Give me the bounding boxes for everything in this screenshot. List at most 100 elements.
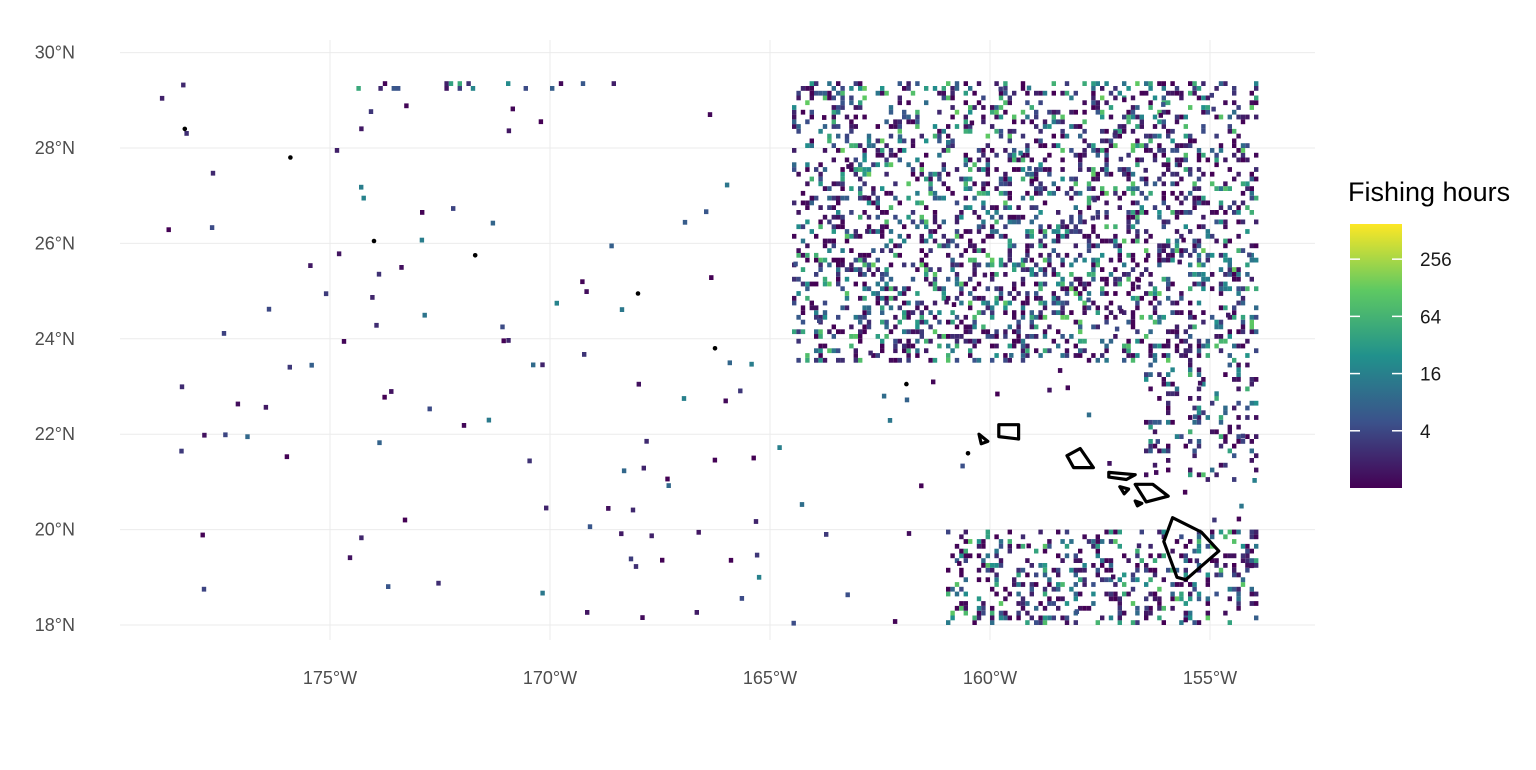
raster-cell: [1034, 205, 1039, 210]
raster-cell: [1100, 95, 1105, 101]
raster-cell: [1240, 314, 1246, 320]
raster-cell: [1201, 214, 1206, 220]
raster-cell: [1174, 86, 1180, 91]
raster-cell: [1135, 105, 1140, 110]
raster-cell: [998, 114, 1004, 120]
raster-cell: [1196, 563, 1202, 568]
raster-cell: [1218, 267, 1224, 272]
raster-cell: [1029, 178, 1034, 184]
raster-cell: [910, 219, 916, 225]
raster-cell: [1034, 124, 1039, 129]
raster-cell: [897, 200, 902, 206]
raster-cell: [1016, 324, 1021, 330]
raster-cell: [941, 334, 946, 339]
raster-cell: [849, 248, 854, 253]
raster-cell: [1086, 167, 1092, 172]
raster-cell: [853, 257, 858, 263]
raster-cell: [1240, 157, 1246, 163]
raster-cell: [1007, 357, 1012, 363]
raster-cell: [633, 564, 639, 569]
raster-cell: [897, 95, 902, 101]
raster-cell: [1082, 348, 1087, 354]
raster-cell: [1025, 572, 1030, 578]
raster-cell: [818, 334, 823, 339]
raster-cell: [1095, 148, 1100, 153]
lat-tick-label: 30°N: [35, 43, 75, 63]
raster-cell: [853, 281, 858, 287]
raster-cell: [1161, 381, 1166, 387]
raster-cell: [1166, 219, 1171, 225]
raster-cell: [954, 229, 960, 234]
raster-cell: [862, 324, 867, 330]
raster-cell: [1007, 214, 1012, 220]
raster-cell: [1012, 338, 1017, 344]
raster-cell: [840, 176, 845, 182]
raster-cell: [1210, 181, 1215, 187]
raster-cell: [1223, 224, 1228, 230]
raster-cell: [954, 200, 960, 206]
raster-cell: [919, 162, 924, 168]
raster-cell: [1020, 343, 1026, 349]
raster-cell: [1214, 133, 1219, 139]
raster-cell: [1254, 534, 1259, 540]
raster-cell: [1007, 152, 1012, 158]
raster-cell: [844, 229, 850, 234]
raster-cell: [1078, 353, 1083, 358]
raster-cell: [1073, 243, 1078, 249]
raster-cell: [809, 300, 814, 306]
raster-cell: [1042, 233, 1048, 239]
raster-cell: [1205, 596, 1210, 602]
raster-cell: [1100, 558, 1105, 563]
raster-cell: [1236, 529, 1241, 535]
raster-cell: [800, 86, 806, 91]
raster-cell: [981, 610, 986, 616]
raster-cell: [862, 305, 867, 311]
raster-cell: [902, 109, 907, 115]
lon-tick-label: 160°W: [963, 668, 1017, 688]
raster-cell: [858, 186, 863, 191]
raster-cell: [968, 238, 973, 244]
raster-cell: [954, 272, 960, 277]
raster-cell: [1016, 167, 1021, 172]
raster-cell: [1126, 109, 1131, 115]
raster-cell: [844, 138, 850, 144]
raster-cell: [959, 233, 964, 239]
raster-cell: [1201, 195, 1206, 201]
raster-cell: [1211, 106, 1216, 112]
raster-cell: [1073, 257, 1078, 263]
raster-cell: [1012, 157, 1017, 163]
raster-cell: [1152, 357, 1158, 363]
raster-cell: [972, 314, 977, 320]
raster-cell: [814, 348, 819, 354]
raster-cell: [1157, 291, 1162, 296]
raster-cell: [990, 314, 995, 320]
raster-cell: [1073, 181, 1078, 187]
raster-cell: [1205, 601, 1210, 606]
raster-cell: [941, 128, 946, 134]
raster-cell: [1196, 176, 1202, 182]
raster-cell: [963, 186, 968, 191]
raster-cell: [805, 181, 810, 187]
raster-cell: [1113, 143, 1118, 148]
islet-marker: [965, 451, 971, 456]
raster-cell: [884, 324, 889, 330]
raster-cell: [1223, 81, 1228, 86]
raster-cell: [968, 124, 973, 129]
raster-cell: [1245, 181, 1250, 187]
raster-cell: [1196, 591, 1202, 597]
raster-cell: [619, 531, 624, 537]
raster-cell: [796, 248, 801, 253]
raster-cell: [202, 432, 207, 438]
raster-cell: [457, 86, 462, 91]
raster-cell: [937, 171, 942, 177]
raster-cell: [919, 300, 924, 306]
raster-cell: [1064, 81, 1070, 86]
lat-tick-label: 20°N: [35, 520, 75, 540]
raster-cell: [928, 181, 933, 187]
raster-cell: [1047, 543, 1052, 549]
raster-cell: [822, 95, 828, 101]
raster-cell: [1205, 615, 1210, 621]
raster-cell: [1069, 334, 1074, 339]
raster-cell: [1161, 577, 1166, 583]
raster-cell: [1170, 190, 1175, 196]
